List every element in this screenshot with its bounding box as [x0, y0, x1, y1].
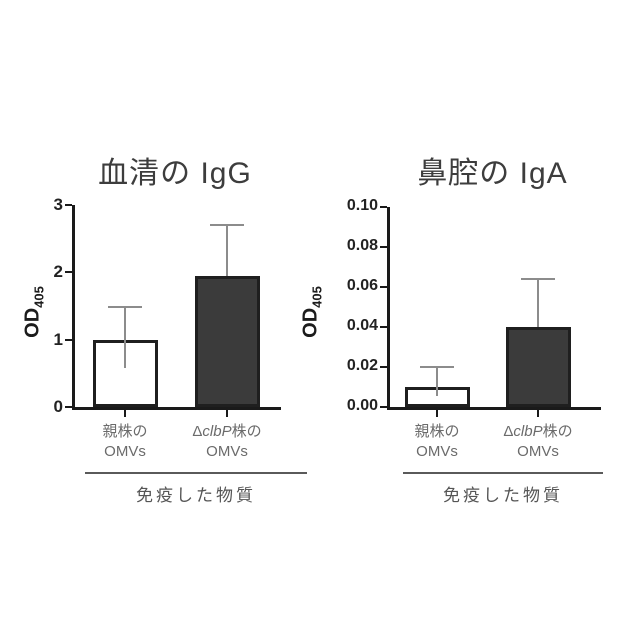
category-label: 親株の OMVs: [55, 422, 195, 462]
y-axis-tick: [380, 326, 387, 328]
y-tick-label: 0: [53, 397, 63, 416]
category-label-line: OMVs: [104, 443, 146, 460]
category-group-line: [403, 472, 603, 474]
y-axis-tick: [65, 338, 72, 341]
error-bar-stem: [226, 225, 228, 276]
error-bar-cap: [108, 306, 142, 309]
bar: [506, 327, 571, 407]
y-axis-tick: [65, 204, 72, 206]
y-axis-tick: [380, 246, 387, 248]
chart-serum-igg: 血清の IgG OD405 0 1 2 3 親株の OMVs ΔclbP株の OMVs 免疫し…: [0, 140, 307, 560]
y-tick-label: 2: [53, 262, 63, 282]
category-label-line: OMVs: [517, 443, 559, 460]
y-tick-label: 0.08: [346, 237, 378, 254]
x-group-label: 免疫した物質: [443, 486, 563, 505]
y-axis-label-sub: 405: [31, 286, 47, 308]
y-axis-tick: [380, 366, 387, 368]
y-tick-label: 0.00: [346, 397, 378, 414]
y-tick-label: 0.02: [346, 357, 378, 374]
category-label-line: ΔclbP株の: [503, 423, 573, 440]
error-bar-cap: [420, 366, 454, 368]
category-label: ΔclbP株の OMVs: [468, 422, 608, 462]
y-axis-tick: [380, 286, 387, 288]
category-group-line: [85, 472, 307, 474]
y-axis-tick: [65, 271, 72, 274]
chart-title: 鼻腔の IgA: [417, 157, 568, 190]
category-label: 親株の OMVs: [367, 422, 507, 462]
y-tick-label: 0.10: [346, 197, 378, 214]
y-axis-tick: [380, 406, 387, 408]
chart-title: 血清の IgG: [98, 157, 252, 190]
y-axis-label-main: OD: [299, 307, 322, 338]
y-axis-tick: [380, 206, 387, 208]
x-axis-tick: [124, 410, 126, 417]
x-axis-tick: [537, 410, 539, 417]
category-label-line: 親株の: [102, 423, 148, 440]
x-axis-tick: [226, 410, 228, 417]
error-bar-stem: [124, 307, 126, 368]
y-axis-label: OD405: [300, 286, 325, 338]
x-axis-tick: [436, 410, 438, 417]
y-axis-tick: [65, 406, 72, 408]
plot-area: 0 1 2 3 親株の OMVs ΔclbP株の OMVs: [54, 195, 281, 460]
bar: [195, 275, 260, 407]
category-label-line: 親株の: [414, 423, 460, 440]
category-label-line: OMVs: [206, 443, 248, 460]
error-bar-cap: [210, 224, 244, 227]
y-tick-label: 3: [53, 195, 63, 214]
plot-area: 0.00 0.02 0.04 0.06 0.08 0.10 親株の OMVs ΔclbP株の OM…: [347, 197, 601, 460]
x-group-label: 免疫した物質: [136, 486, 256, 505]
category-label-line: OMVs: [416, 443, 458, 460]
category-label: ΔclbP株の OMVs: [157, 422, 297, 462]
error-bar-cap: [521, 278, 555, 280]
error-bar-stem: [436, 367, 438, 396]
chart-nasal-iga: 鼻腔の IgA OD405 0.00 0.02 0.04 0.06 0.08 0.10 親株…: [290, 140, 640, 560]
y-tick-label: 0.06: [346, 277, 378, 294]
y-tick-label: 0.04: [346, 317, 378, 334]
category-label-line: ΔclbP株の: [192, 423, 262, 440]
error-bar-stem: [537, 279, 539, 327]
y-tick-label: 1: [53, 329, 63, 349]
y-axis-label-sub: 405: [309, 286, 325, 308]
